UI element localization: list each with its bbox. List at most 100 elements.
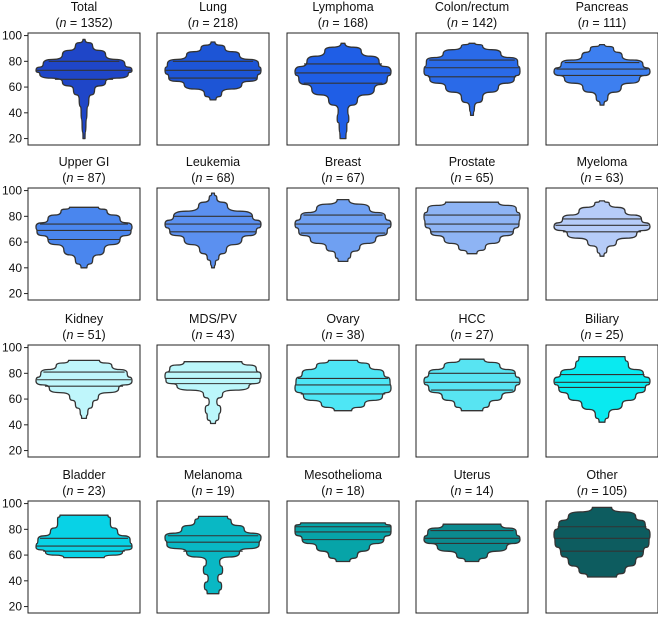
violin-panel: Other (n = 105) [545,468,658,614]
violin-body [35,514,133,559]
panel-count: (n = 218) [188,16,238,30]
panel-frame [156,344,270,458]
violin-body [164,361,262,425]
y-tick-label: 60 [9,235,23,249]
y-tick-label: 100 [2,29,22,43]
violin-panel: Ovary (n = 38) [286,312,400,458]
count-symbol: n [195,171,202,185]
panel-frame [286,187,400,301]
count-value: = 65 [461,171,489,185]
count-value: = 27 [461,328,489,342]
panel-title: Lymphoma [312,0,373,14]
count-value: = 14 [461,484,489,498]
panel-count: (n = 87) [62,171,105,185]
panel-count: (n = 68) [191,171,234,185]
y-tick-label: 20 [9,132,23,146]
violin-panel: Leukemia (n = 68) [156,155,270,301]
violin-panel: Total (n = 1352) 20 40 60 80 100 [2,0,141,146]
violin-body [553,506,651,578]
panel-count: (n = 23) [62,484,105,498]
violin-body [423,523,521,563]
y-tick-label: 80 [9,54,23,68]
violin-panel: Lymphoma (n = 168) [286,0,400,146]
y-tick-label: 80 [9,522,23,536]
panel-frame [286,344,400,458]
panel-frame [156,187,270,301]
y-tick-label: 40 [9,106,23,120]
panel-frame [545,500,658,614]
panel-frame [27,500,141,614]
violin-body [553,43,651,106]
y-tick-label: 100 [2,184,22,198]
count-symbol: n [66,171,73,185]
violin-body [423,358,521,412]
count-value: = 111 [589,16,622,30]
panel-count: (n = 43) [191,328,234,342]
panel-count: (n = 25) [580,328,623,342]
panel-title: Total [71,0,97,14]
count-value: = 19 [202,484,230,498]
panel-count: (n = 168) [318,16,368,30]
panel-title: Pancreas [576,0,629,14]
panel-count: (n = 51) [62,328,105,342]
violin-panel: Prostate (n = 65) [415,155,529,301]
violin-panel: Lung (n = 218) [156,0,270,146]
y-tick-label: 60 [9,548,23,562]
panel-frame [156,500,270,614]
count-value: = 23 [73,484,101,498]
panel-frame [156,32,270,146]
count-symbol: n [66,484,73,498]
panel-title: Biliary [585,312,620,326]
count-symbol: n [325,484,332,498]
panel-count: (n = 63) [580,171,623,185]
panel-title: Breast [325,155,362,169]
count-value: = 25 [591,328,619,342]
panel-title: Ovary [326,312,360,326]
panel-title: Colon/rectum [435,0,509,14]
violin-body [35,38,133,140]
violin-body [164,515,262,595]
count-symbol: n [454,171,461,185]
count-symbol: n [59,16,66,30]
y-tick-label: 20 [9,444,23,458]
panel-frame [415,500,529,614]
count-symbol: n [192,16,199,30]
violin-body [164,192,262,269]
violin-panel: MDS/PV (n = 43) [156,312,270,458]
panel-frame [545,344,658,458]
panel-count: (n = 19) [191,484,234,498]
violin-panel: Colon/rectum (n = 142) [415,0,529,146]
violin-body [423,42,521,117]
panel-title: Bladder [62,468,105,482]
panel-count: (n = 67) [321,171,364,185]
count-symbol: n [581,484,588,498]
count-symbol: n [325,328,332,342]
count-value: = 142 [458,16,493,30]
violin-panel: Pancreas (n = 111) [545,0,658,146]
panel-title: Kidney [65,312,104,326]
panel-title: Mesothelioma [304,468,382,482]
panel-frame [27,32,141,146]
panel-frame [545,187,658,301]
y-tick-label: 40 [9,261,23,275]
y-tick-label: 80 [9,366,23,380]
violin-body [294,198,392,263]
y-tick-label: 80 [9,209,23,223]
count-value: = 51 [73,328,101,342]
count-symbol: n [584,328,591,342]
count-symbol: n [451,16,458,30]
violin-panel: Bladder (n = 23) 20 40 60 80 100 [2,468,141,614]
y-tick-label: 100 [2,341,22,355]
panel-title: Prostate [449,155,496,169]
violin-body [294,359,392,412]
panel-title: Uterus [454,468,491,482]
panel-count: (n = 14) [450,484,493,498]
violin-body [423,201,521,255]
panel-count: (n = 105) [577,484,627,498]
panel-frame [286,500,400,614]
count-value: = 38 [332,328,360,342]
panel-count: (n = 111) [578,16,627,30]
panel-count: (n = 18) [321,484,364,498]
violin-panel: Mesothelioma (n = 18) [286,468,400,614]
count-symbol: n [195,484,202,498]
